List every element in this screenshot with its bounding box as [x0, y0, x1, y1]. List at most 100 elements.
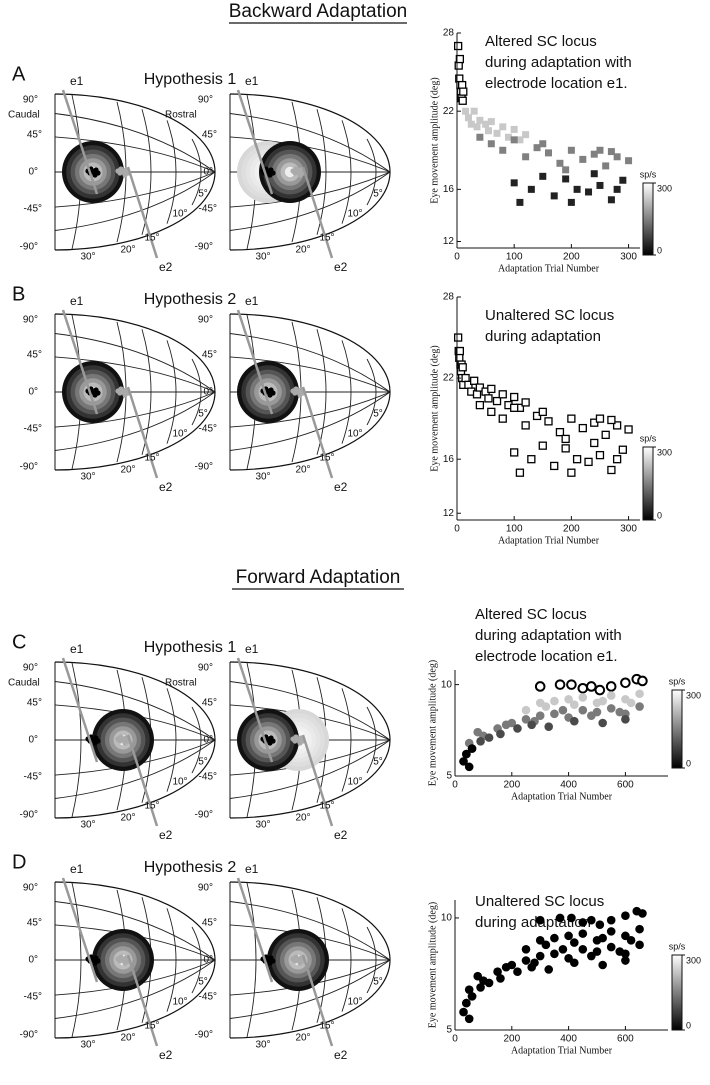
- iso-amplitude: [191, 358, 202, 426]
- iso-direction: [54, 681, 216, 741]
- scatter-chart: Altered SC locus during adaptation with el…: [427, 606, 701, 802]
- iso-amplitude: [191, 138, 202, 206]
- electrode-label: e1: [245, 294, 259, 308]
- amplitude-label: 20°: [120, 245, 135, 256]
- electrode-label: e1: [245, 74, 259, 88]
- elevation-label: 45°: [202, 130, 217, 141]
- amplitude-label: 15°: [144, 453, 159, 464]
- elevation-label: 0°: [28, 955, 38, 966]
- point: [462, 998, 471, 1008]
- point: [501, 962, 511, 972]
- colorbar-tick-label: 0: [657, 510, 662, 520]
- point: [493, 129, 501, 137]
- point: [461, 373, 470, 383]
- iso-direction: [229, 136, 391, 173]
- activity-blob: [270, 738, 276, 744]
- point: [567, 913, 576, 923]
- electrode: [236, 657, 274, 763]
- point: [638, 909, 647, 918]
- iso-amplitude: [366, 138, 377, 206]
- point: [635, 689, 644, 699]
- amplitude-label: 5°: [373, 977, 383, 988]
- elevation-label: -45°: [199, 992, 217, 1003]
- point: [607, 415, 616, 425]
- point: [462, 107, 470, 115]
- point: [510, 125, 518, 133]
- y-tick-label: 28: [443, 28, 455, 39]
- colorbar-label: sp/s: [640, 169, 657, 179]
- elevation-label: -90°: [20, 1030, 38, 1041]
- side-label: Caudal: [8, 110, 40, 121]
- point: [564, 931, 573, 941]
- electrode-label: e1: [70, 294, 84, 308]
- amplitude-label: 5°: [373, 757, 383, 768]
- amplitude-label: 10°: [172, 429, 187, 440]
- point: [584, 457, 593, 467]
- annotation: during adaptation with: [485, 54, 632, 71]
- x-tick-label: 0: [452, 780, 458, 791]
- point: [545, 149, 552, 157]
- point: [606, 704, 616, 713]
- point: [573, 185, 581, 193]
- hypothesis: Hypothesis 1: [144, 71, 237, 88]
- point: [513, 967, 522, 977]
- iso-amplitude: [191, 706, 202, 774]
- amplitude-label: 20°: [295, 813, 310, 824]
- elevation-label: -45°: [24, 992, 42, 1003]
- map-outline: [54, 661, 216, 819]
- iso-amplitude: [166, 688, 177, 792]
- point: [550, 709, 559, 719]
- amplitude-label: 30°: [255, 252, 270, 263]
- x-tick-label: 400: [560, 1034, 577, 1045]
- amplitude-label: 5°: [198, 757, 208, 768]
- elevation-label: 90°: [23, 95, 38, 106]
- electrode: [61, 89, 99, 195]
- hypothesis: Hypothesis 2: [144, 291, 237, 308]
- point: [578, 918, 588, 927]
- activity-blob: [115, 168, 121, 174]
- point: [555, 428, 565, 437]
- amplitude-label: 30°: [255, 820, 270, 831]
- annotation: electrode location e1.: [475, 648, 618, 665]
- point: [624, 425, 633, 434]
- colorbar-label: sp/s: [669, 676, 686, 686]
- point: [544, 722, 554, 731]
- point: [621, 911, 630, 920]
- elevation-label: 45°: [202, 698, 217, 709]
- amplitude-label: 20°: [120, 465, 135, 476]
- amplitude-label: 5°: [198, 977, 208, 988]
- iso-amplitude: [71, 882, 82, 1038]
- amplitude-label: 15°: [144, 233, 159, 244]
- annotation: during adaptation with: [475, 627, 622, 644]
- annotation: Unaltered SC locus: [475, 893, 604, 910]
- iso-direction: [229, 113, 391, 173]
- point: [607, 148, 615, 156]
- elevation-label: 45°: [202, 918, 217, 929]
- elevation-label: -45°: [199, 204, 217, 215]
- elevation-label: -45°: [24, 204, 42, 215]
- elevation-label: 90°: [198, 663, 213, 674]
- colorbar-tick-label: 300: [686, 690, 701, 700]
- panel-letter: D: [12, 851, 26, 873]
- point: [473, 727, 483, 737]
- y-tick-label: 10: [441, 679, 453, 690]
- x-tick-label: 300: [620, 524, 637, 535]
- point: [613, 185, 621, 193]
- electrode: [236, 309, 274, 415]
- point: [521, 945, 531, 954]
- sc-map: e1 e2 90° 45° 0° -45° -90° 30° 20° 15° 10° 5°: [195, 74, 391, 274]
- colorbar: [671, 689, 683, 769]
- activity-blob: [270, 170, 276, 176]
- electrode: [61, 309, 99, 415]
- point: [455, 54, 465, 64]
- amplitude-label: 15°: [319, 1021, 334, 1032]
- point: [535, 711, 545, 720]
- iso-direction: [229, 901, 391, 961]
- point: [635, 702, 644, 711]
- point: [527, 455, 536, 464]
- electrode: [126, 734, 159, 827]
- elevation-label: -90°: [195, 462, 213, 473]
- point: [615, 707, 625, 717]
- activity-blob: [95, 958, 101, 964]
- point: [587, 915, 596, 925]
